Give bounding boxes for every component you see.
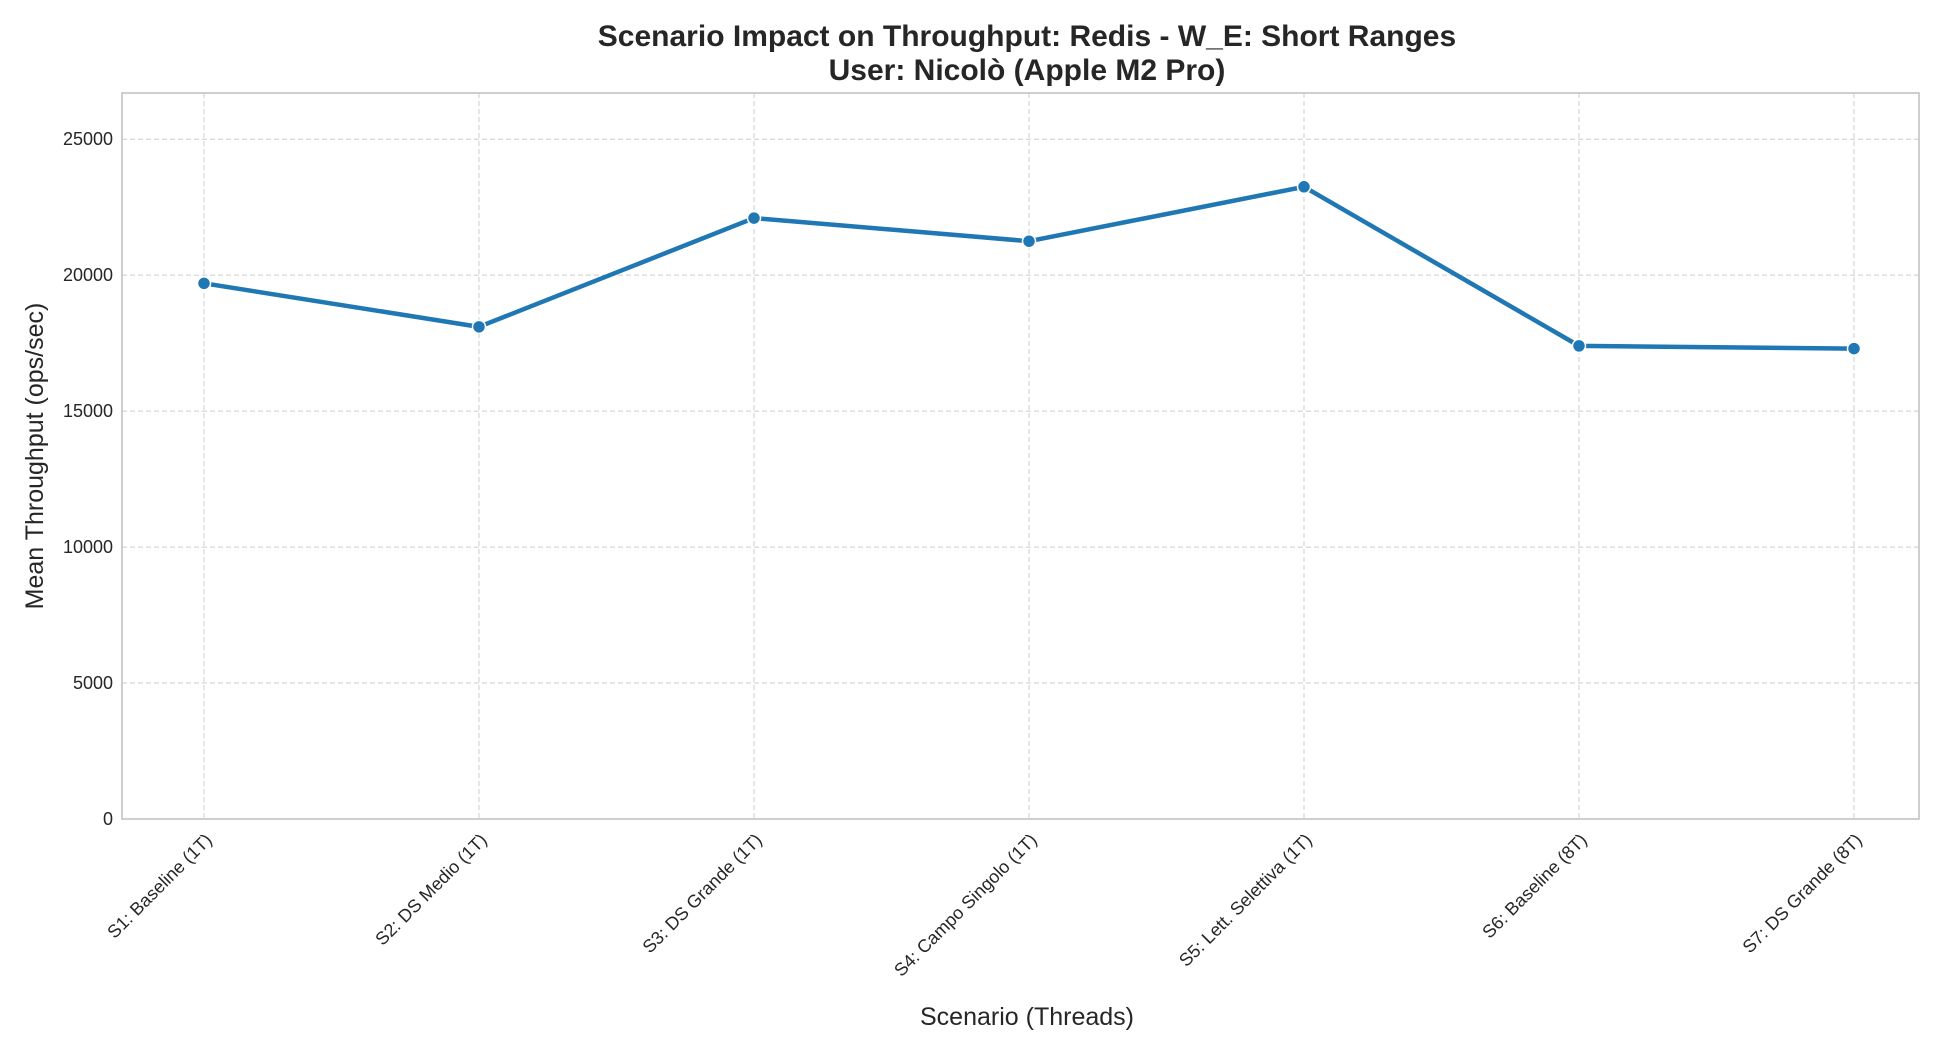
y-tick-label: 15000 (63, 401, 113, 421)
y-axis-ticks: 0 5000 10000 15000 20000 25000 (63, 129, 113, 829)
y-tick-label: 0 (103, 809, 113, 829)
y-tick-label: 10000 (63, 537, 113, 557)
x-tick-label: S2: DS Medio (1T) (371, 830, 491, 950)
grid-layer (122, 93, 1919, 819)
data-point (471, 319, 487, 335)
chart-subtitle: User: Nicolò (Apple M2 Pro) (829, 54, 1226, 87)
plot-area (121, 92, 1920, 820)
x-axis-ticks: S1: Baseline (1T) S2: DS Medio (1T) S3: DS… (103, 830, 1865, 981)
data-point (1846, 341, 1862, 356)
x-tick-label: S1: Baseline (1T) (103, 830, 215, 942)
x-tick-label: S4: Campo Singolo (1T) (890, 830, 1041, 981)
x-tick-label: S7: DS Grande (8T) (1739, 830, 1866, 957)
data-point (1571, 338, 1587, 354)
y-axis-label: Mean Throughput (ops/sec) (21, 303, 49, 610)
y-tick-label: 5000 (73, 673, 113, 693)
data-point (1296, 179, 1312, 195)
x-tick-label: S3: DS Grande (1T) (639, 830, 766, 957)
x-tick-label: S6: Baseline (8T) (1478, 830, 1590, 942)
y-tick-label: 25000 (63, 129, 113, 149)
data-point (746, 210, 762, 226)
series-line (201, 184, 1857, 351)
x-tick-label: S5: Lett. Selettiva (1T) (1175, 830, 1316, 971)
series-layer (196, 179, 1862, 356)
data-point (1021, 233, 1037, 249)
x-axis-label: Scenario (Threads) (920, 1003, 1134, 1031)
y-tick-label: 20000 (63, 265, 113, 285)
chart-title: Scenario Impact on Throughput: Redis - W… (598, 20, 1456, 53)
data-point (196, 276, 212, 291)
